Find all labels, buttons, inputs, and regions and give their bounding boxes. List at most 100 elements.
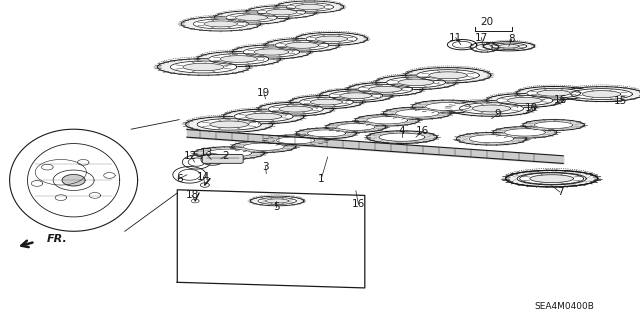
Text: 5: 5: [273, 202, 280, 212]
Polygon shape: [194, 147, 264, 160]
FancyBboxPatch shape: [202, 154, 243, 163]
Polygon shape: [197, 52, 280, 66]
Polygon shape: [246, 113, 282, 120]
Polygon shape: [379, 133, 425, 141]
Polygon shape: [398, 79, 434, 85]
Polygon shape: [537, 90, 570, 96]
Polygon shape: [193, 19, 248, 29]
Text: 18: 18: [186, 190, 198, 200]
Polygon shape: [316, 36, 348, 42]
Polygon shape: [560, 87, 640, 101]
Text: 2: 2: [223, 151, 229, 161]
Polygon shape: [232, 45, 310, 59]
Polygon shape: [258, 197, 296, 204]
Polygon shape: [412, 100, 484, 113]
Polygon shape: [243, 143, 284, 151]
Polygon shape: [405, 68, 491, 83]
Polygon shape: [55, 195, 67, 201]
Polygon shape: [286, 3, 333, 11]
Polygon shape: [77, 160, 89, 165]
Polygon shape: [250, 196, 304, 206]
Polygon shape: [204, 21, 237, 27]
Text: 15: 15: [614, 96, 627, 107]
Polygon shape: [319, 89, 392, 102]
Polygon shape: [157, 59, 250, 75]
Polygon shape: [483, 42, 534, 51]
Polygon shape: [340, 93, 372, 99]
Polygon shape: [499, 44, 519, 48]
Polygon shape: [456, 132, 527, 145]
Polygon shape: [223, 109, 304, 124]
Polygon shape: [310, 99, 342, 105]
Polygon shape: [448, 101, 535, 116]
Polygon shape: [355, 115, 419, 126]
Polygon shape: [497, 95, 553, 106]
Text: 6: 6: [176, 174, 182, 184]
Polygon shape: [460, 103, 524, 114]
Text: 1: 1: [318, 174, 324, 184]
Polygon shape: [329, 91, 383, 100]
Text: 16: 16: [352, 199, 365, 209]
Text: 20: 20: [480, 17, 493, 27]
Text: 14: 14: [197, 172, 210, 182]
Polygon shape: [367, 116, 408, 124]
Polygon shape: [472, 105, 511, 112]
Polygon shape: [266, 199, 289, 203]
Polygon shape: [268, 104, 323, 114]
Polygon shape: [306, 34, 357, 43]
Polygon shape: [504, 129, 545, 136]
Polygon shape: [307, 130, 346, 137]
Polygon shape: [246, 6, 317, 19]
Polygon shape: [276, 1, 344, 13]
Text: 10: 10: [525, 103, 538, 114]
Polygon shape: [530, 175, 573, 182]
Polygon shape: [42, 164, 53, 170]
Polygon shape: [186, 117, 273, 132]
Polygon shape: [527, 88, 580, 98]
Polygon shape: [197, 119, 261, 130]
Polygon shape: [337, 123, 375, 130]
Polygon shape: [383, 107, 451, 119]
Polygon shape: [506, 170, 598, 187]
Text: 19: 19: [257, 87, 270, 98]
Polygon shape: [493, 127, 557, 138]
Polygon shape: [571, 89, 632, 100]
Polygon shape: [517, 173, 586, 185]
Polygon shape: [276, 137, 315, 144]
Polygon shape: [396, 109, 439, 117]
Polygon shape: [300, 97, 353, 107]
Polygon shape: [491, 43, 527, 49]
Polygon shape: [369, 86, 402, 92]
Polygon shape: [534, 122, 573, 129]
Text: 7: 7: [557, 187, 563, 197]
Polygon shape: [295, 4, 324, 10]
Polygon shape: [232, 141, 296, 152]
Polygon shape: [326, 122, 386, 132]
Polygon shape: [348, 83, 423, 96]
Text: 13: 13: [200, 148, 212, 158]
Polygon shape: [426, 102, 470, 111]
Text: 11: 11: [449, 33, 462, 43]
Text: 17: 17: [475, 33, 488, 43]
Polygon shape: [520, 173, 584, 184]
Polygon shape: [523, 120, 584, 130]
Text: 3: 3: [262, 161, 269, 172]
Polygon shape: [285, 42, 319, 48]
Text: FR.: FR.: [47, 234, 67, 244]
Polygon shape: [508, 97, 542, 104]
Polygon shape: [296, 33, 367, 45]
Polygon shape: [367, 131, 437, 144]
Polygon shape: [486, 93, 563, 108]
Polygon shape: [469, 135, 514, 143]
Polygon shape: [258, 102, 333, 116]
Text: SEA4M0400B: SEA4M0400B: [534, 302, 595, 311]
Polygon shape: [257, 8, 306, 17]
Polygon shape: [279, 106, 312, 112]
Polygon shape: [183, 63, 224, 71]
Polygon shape: [243, 47, 300, 57]
Polygon shape: [236, 15, 268, 20]
Polygon shape: [62, 174, 85, 186]
Polygon shape: [265, 135, 326, 146]
Polygon shape: [387, 77, 445, 88]
Polygon shape: [254, 49, 289, 55]
